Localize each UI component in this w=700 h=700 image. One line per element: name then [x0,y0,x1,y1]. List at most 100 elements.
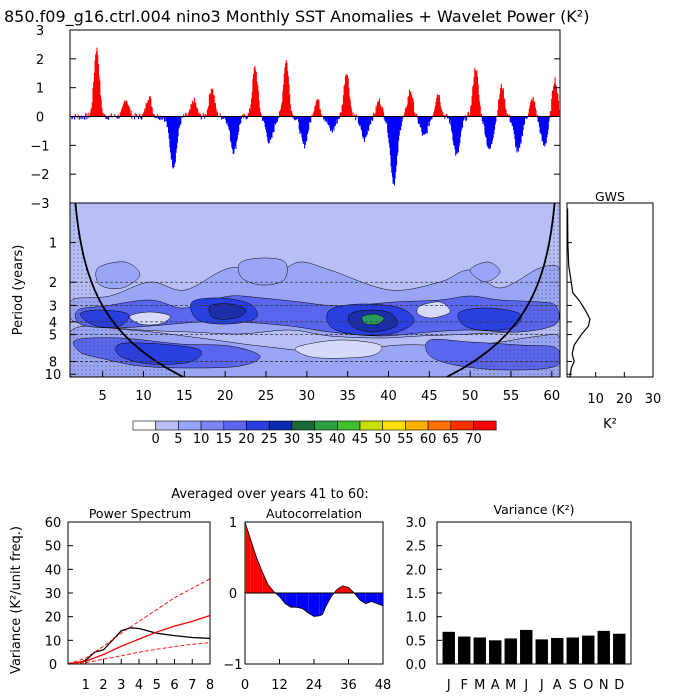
anomaly-bar [189,109,191,117]
anomaly-bar [97,63,99,117]
negative-area [377,593,383,606]
anomaly-bar [146,102,148,117]
anomaly-bar [283,84,285,117]
anomaly-bar [387,116,389,133]
anomaly-bar [176,116,178,144]
y-tick-label: −3 [30,197,49,212]
anomaly-bar [504,108,506,117]
anomaly-bar [481,113,483,117]
anomaly-bar [254,66,256,117]
anomaly-bar [541,116,543,142]
power-spectrum-y-label: Variance (K²/unit freq.) [9,526,24,674]
anomaly-bar [304,116,306,145]
colorbar-cell [336,420,361,431]
anomaly-bar [154,116,156,119]
anomaly-bar [125,100,127,117]
anomaly-bar [345,73,347,117]
wavelet-y-label: Period (years) [11,245,26,336]
anomaly-bar [134,112,136,117]
anomaly-bar [242,114,244,117]
anomaly-bar [282,91,284,117]
anomaly-bar [219,113,221,117]
anomaly-bar [522,116,524,131]
anomaly-bar [298,116,300,130]
anomaly-bar [515,116,517,147]
month-label: A [491,678,500,693]
anomaly-bar [309,116,311,122]
series-red-noise [67,614,211,665]
x-tick-label: 5 [153,678,161,693]
gws-line [566,208,591,378]
anomaly-bar [182,114,185,117]
anomaly-bar [191,100,193,117]
cone-of-influence-right [446,203,556,377]
anomaly-bar [317,99,319,117]
anomaly-bar [323,116,325,119]
anomaly-bar [127,105,129,117]
anomaly-bar [324,116,326,122]
anomaly-bar [88,116,90,118]
y-tick-label: −2 [30,168,49,183]
anomaly-bar [296,116,298,120]
y-tick-label: 1 [229,516,237,531]
anomaly-bar [272,116,274,133]
anomaly-bar [234,116,236,149]
anomaly-bar [376,102,379,117]
colorbar-cell [132,420,157,431]
x-tick-label: 10 [135,389,152,404]
anomaly-bar [408,95,410,117]
colorbar-label: 0 [152,432,160,447]
anomaly-bar [523,116,525,126]
x-tick-label: 35 [339,389,356,404]
anomaly-bar [447,116,449,119]
anomaly-bar [208,94,210,117]
anomaly-bar [348,87,350,117]
anomaly-bar [391,116,393,173]
anomaly-bar [404,112,406,117]
anomaly-bar [307,116,309,133]
colorbar-cell [155,420,179,431]
anomaly-bar [310,116,312,123]
anomaly-bar [340,112,342,117]
anomaly-bar [470,106,472,117]
anomaly-bar [277,116,279,119]
anomaly-bar [223,116,225,119]
anomaly-bar [451,116,453,134]
anomaly-bar [411,98,413,117]
wavelet-power-field [70,203,560,377]
anomaly-bar [495,116,497,122]
anomaly-bar [136,113,138,117]
anomaly-bar [212,88,214,117]
anomaly-bar [542,116,544,141]
anomaly-bar [540,116,542,133]
anomaly-bar [286,62,288,117]
anomaly-bar [474,70,477,117]
anomaly-bar [419,116,421,124]
anomaly-bar [529,105,531,117]
anomaly-bar [388,116,390,143]
anomaly-bar [271,116,273,139]
anomaly-bar [290,110,292,117]
anomaly-bar [102,112,104,117]
anomaly-bar [449,116,451,121]
anomaly-bar [74,116,76,120]
anomaly-bar [553,83,555,117]
anomaly-bar [370,116,372,120]
anomaly-bar [157,114,159,117]
x-tick-label: 45 [421,389,438,404]
anomaly-bar [216,112,218,117]
anomaly-bar [450,116,452,126]
colorbar-cell [473,420,497,431]
anomaly-bar [380,106,382,117]
anomaly-bar [519,116,521,143]
anomaly-bar [336,116,338,124]
anomaly-bar [126,101,128,117]
anomaly-bar [521,116,523,137]
anomaly-bar [489,116,491,150]
anomaly-bar [366,116,368,135]
variance-bar [504,638,517,664]
anomaly-bar [484,116,486,135]
y-tick-label: 10 [45,634,62,649]
anomaly-bar [117,114,119,117]
